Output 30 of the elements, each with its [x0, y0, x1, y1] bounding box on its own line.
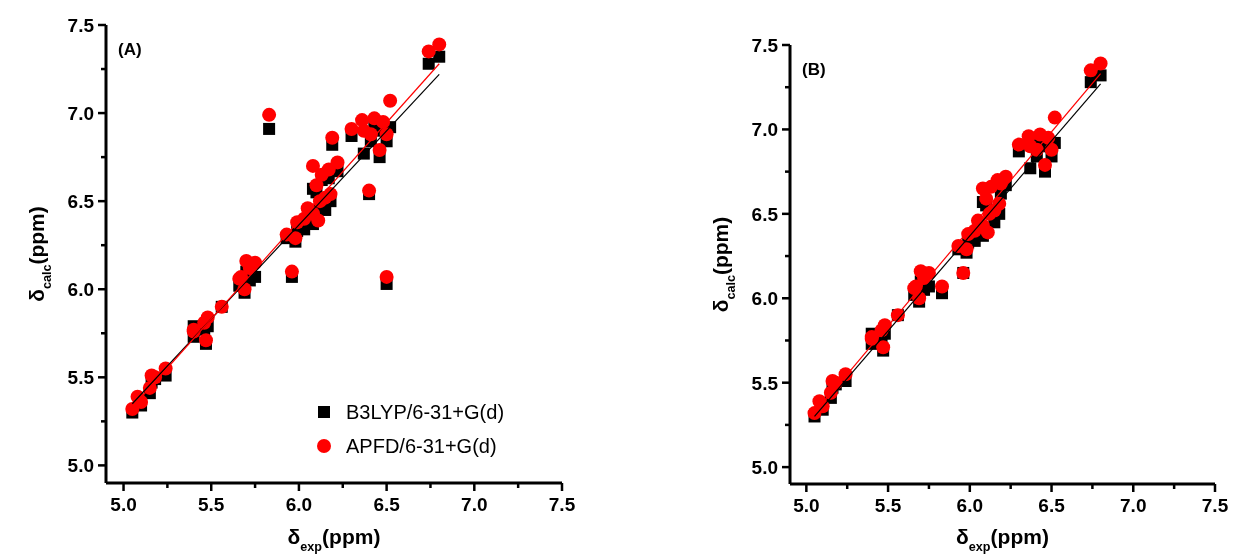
x-tick-label: 5.5: [198, 494, 225, 515]
x-tick-label: 5.0: [110, 494, 137, 515]
y-tick-label: 7.5: [67, 15, 95, 36]
x-tick-label: 6.5: [373, 494, 401, 515]
x-axis-title: δ$_{exp}$(ppm): [287, 525, 381, 554]
y-tick-label: 7.0: [751, 119, 778, 141]
x-tick-label: 7.5: [1201, 495, 1229, 516]
y-tick-label: 7.0: [67, 103, 94, 125]
annotation: (B): [802, 60, 826, 79]
y-tick-label: 6.5: [67, 191, 95, 213]
x-tick-label: 6.0: [285, 494, 313, 515]
x-axis-title: δ$_{exp}$(ppm): [956, 525, 1049, 554]
x-tick-label: 6.5: [1038, 495, 1066, 516]
y-tick-label: 6.5: [751, 203, 779, 225]
legend-label: APFD/6-31+G(d): [346, 435, 497, 457]
x-tick-label: 5.5: [874, 495, 902, 516]
x-tick-label: 5.0: [793, 495, 820, 516]
y-tick-label: 5.0: [751, 457, 778, 479]
x-tick-label: 7.0: [461, 494, 488, 515]
annotation: (A): [118, 40, 142, 59]
x-tick-label: 7.0: [1120, 495, 1147, 516]
legend-label: B3LYP/6-31+G(d): [346, 401, 505, 423]
y-tick-label: 6.0: [67, 279, 94, 301]
y-tick-label: 7.5: [751, 35, 779, 56]
y-tick-label: 5.0: [67, 455, 94, 477]
y-tick-label: 5.5: [67, 367, 95, 389]
x-tick-label: 7.5: [548, 494, 576, 515]
x-tick-label: 6.0: [956, 495, 984, 516]
y-tick-label: 6.0: [751, 288, 778, 310]
y-tick-label: 5.5: [751, 372, 779, 394]
